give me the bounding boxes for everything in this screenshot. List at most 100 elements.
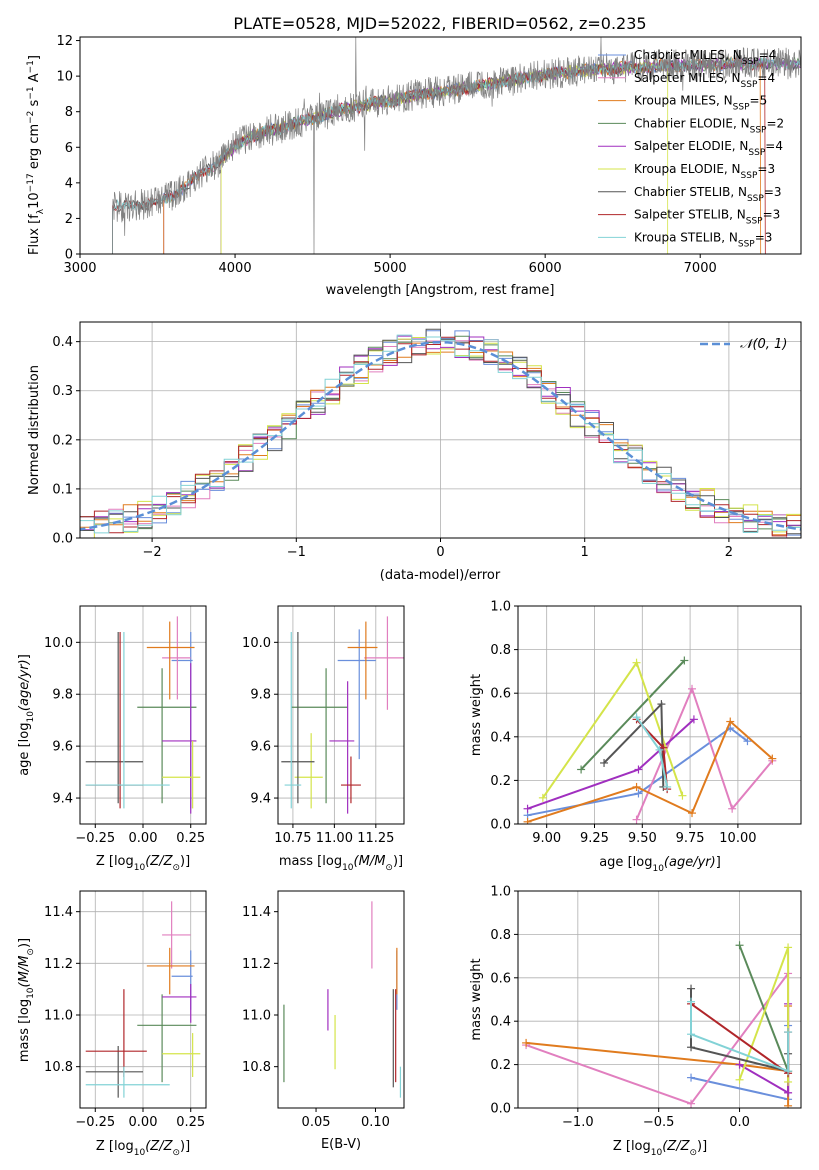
panel-mass-weight-vs-age: 9.00 9.25 9.50 9.75 10.00 0.0 0.2 0.4 0.6 0.8 1.0 m… — [469, 600, 802, 874]
y-axis-label: Normed distribution — [27, 365, 42, 495]
x-tick-label: 9.50 — [628, 831, 657, 846]
y-tick-label: 0.4 — [490, 1015, 511, 1030]
x-axis-label: wavelength [Angstrom, rest frame] — [326, 283, 555, 298]
y-tick-label: 11.0 — [44, 1009, 73, 1024]
y-tick-label: 0.0 — [52, 532, 73, 547]
weight-series-line — [580, 659, 686, 771]
axes-frame — [517, 605, 802, 825]
panel-spectrum: 3000 4000 5000 6000 7000 0 2 4 6 8 10 12 wavelength … — [26, 34, 802, 298]
y-tick-label: 10.8 — [44, 1060, 73, 1075]
x-tick-label: 6000 — [529, 261, 562, 276]
label-part: ] — [27, 55, 42, 60]
y-axis-label: Flux [fλ10−17 erg cm−2 s−1 A−1] — [26, 55, 46, 255]
label-part: log — [114, 854, 134, 869]
plot-area — [80, 328, 801, 538]
label-part: (Z/Z — [145, 1139, 173, 1154]
y-tick-label: 0.6 — [490, 687, 511, 702]
label-part: =4 — [759, 48, 777, 62]
y-tick-label: 0.2 — [490, 1058, 511, 1073]
label-part: 10 — [651, 1148, 663, 1158]
legend-entry: Kroupa ELODIE, NSSP=3 — [634, 162, 775, 181]
label-part: log — [17, 999, 32, 1019]
y-tick-label: 0.4 — [52, 335, 73, 350]
weight-series-line — [738, 1003, 790, 1095]
panel-mass-weight-vs-Z: −1.0 −0.5 0.0 0.0 0.2 0.4 0.6 0.8 1.0 mass weight… — [469, 885, 802, 1158]
label-part: Salpeter MILES, N — [634, 71, 741, 85]
y-axis-label: mass [log10(M/M⊙)] — [17, 938, 36, 1062]
y-tick-label: 0.0 — [490, 818, 511, 833]
y-tick-label: 0.3 — [52, 384, 73, 399]
label-part: Kroupa MILES, N — [634, 94, 733, 108]
y-tick-label: 0.8 — [490, 643, 511, 658]
y-tick-label: 11.2 — [242, 957, 271, 972]
y-axis-label: mass weight — [469, 958, 484, 1040]
y-tick-label: 9.4 — [250, 792, 271, 807]
x-tick-label: 0.00 — [129, 831, 158, 846]
legend-entry: Salpeter MILES, NSSP=4 — [634, 71, 775, 90]
label-part: mass [ — [279, 854, 322, 869]
y-tick-label: 11.4 — [242, 905, 271, 920]
y-tick-label: 0.0 — [490, 1102, 511, 1117]
label-part: age [ — [599, 855, 632, 870]
axes-frame — [277, 605, 405, 825]
plot-area — [281, 616, 404, 814]
x-tick-label: 9.75 — [676, 831, 705, 846]
residual-histogram — [80, 334, 801, 538]
label-part: ] — [716, 855, 721, 870]
x-tick-label: 2 — [725, 545, 733, 560]
legend-entry: Chabrier MILES, NSSP=4 — [634, 48, 776, 67]
x-tick-label: 0.05 — [302, 1115, 331, 1130]
label-part: =2 — [766, 116, 784, 130]
y-tick-label: 0.2 — [490, 774, 511, 789]
x-axis-label: Z [log10(Z/Z⊙)] — [613, 1139, 707, 1158]
x-tick-label: −1.0 — [562, 1115, 594, 1130]
weight-series-line — [690, 1001, 790, 1073]
label-part: ⊙ — [172, 1148, 180, 1158]
x-tick-label: 5000 — [374, 261, 407, 276]
label-part: −1 — [26, 86, 36, 99]
x-tick-label: 0.0 — [729, 1115, 750, 1130]
y-tick-label: 8 — [65, 105, 73, 120]
label-part: (M/M — [17, 956, 32, 988]
x-tick-label: 0.10 — [361, 1115, 390, 1130]
label-part: SSP — [746, 217, 763, 227]
x-tick-label: 7000 — [684, 261, 717, 276]
label-part: ⊙ — [385, 863, 393, 873]
label-part: SSP — [747, 194, 764, 204]
label-part: SSP — [733, 103, 750, 113]
x-tick-label: 0.25 — [176, 1115, 205, 1130]
x-tick-label: −0.25 — [75, 831, 115, 846]
legend-entry: Chabrier ELODIE, NSSP=2 — [634, 116, 784, 135]
label-part: Z [ — [96, 854, 114, 869]
x-axis-label: Z [log10(Z/Z⊙)] — [96, 1139, 190, 1158]
label-part: =4 — [765, 139, 783, 153]
plot-area — [85, 901, 201, 1098]
axes-frame — [277, 890, 405, 1109]
label-part: )] — [697, 1139, 707, 1154]
label-part: (age/yr) — [17, 659, 32, 711]
label-part: Chabrier STELIB, N — [634, 185, 747, 199]
y-tick-label: 2 — [65, 212, 73, 227]
label-part: Chabrier ELODIE, N — [634, 116, 750, 130]
y-tick-label: 9.6 — [250, 740, 271, 755]
label-part: Z [ — [96, 1139, 114, 1154]
x-tick-label: −0.25 — [75, 1115, 115, 1130]
legend-entry: Salpeter STELIB, NSSP=3 — [634, 208, 780, 227]
label-part: 10 — [652, 864, 664, 874]
x-tick-label: −2 — [143, 545, 162, 560]
legend-entry: Salpeter ELODIE, NSSP=4 — [634, 139, 783, 158]
y-tick-label: 0 — [65, 248, 73, 263]
y-tick-label: 10.0 — [44, 636, 73, 651]
y-tick-label: 0.8 — [490, 928, 511, 943]
panel-mass-vs-EBV: 0.05 0.10 10.8 11.0 11.2 11.4 E(B-V) — [242, 890, 405, 1152]
x-axis-label: age [log10(age/yr)] — [599, 855, 721, 874]
x-tick-label: 0.25 — [176, 831, 205, 846]
label-part: )] — [180, 1139, 190, 1154]
legend-entry: Kroupa STELIB, NSSP=3 — [634, 230, 772, 249]
y-tick-label: 0.2 — [52, 433, 73, 448]
plot-area — [522, 941, 793, 1108]
observed-spectrum-line — [112, 37, 801, 254]
label-part: log — [631, 1139, 651, 1154]
x-tick-label: 0 — [436, 545, 444, 560]
